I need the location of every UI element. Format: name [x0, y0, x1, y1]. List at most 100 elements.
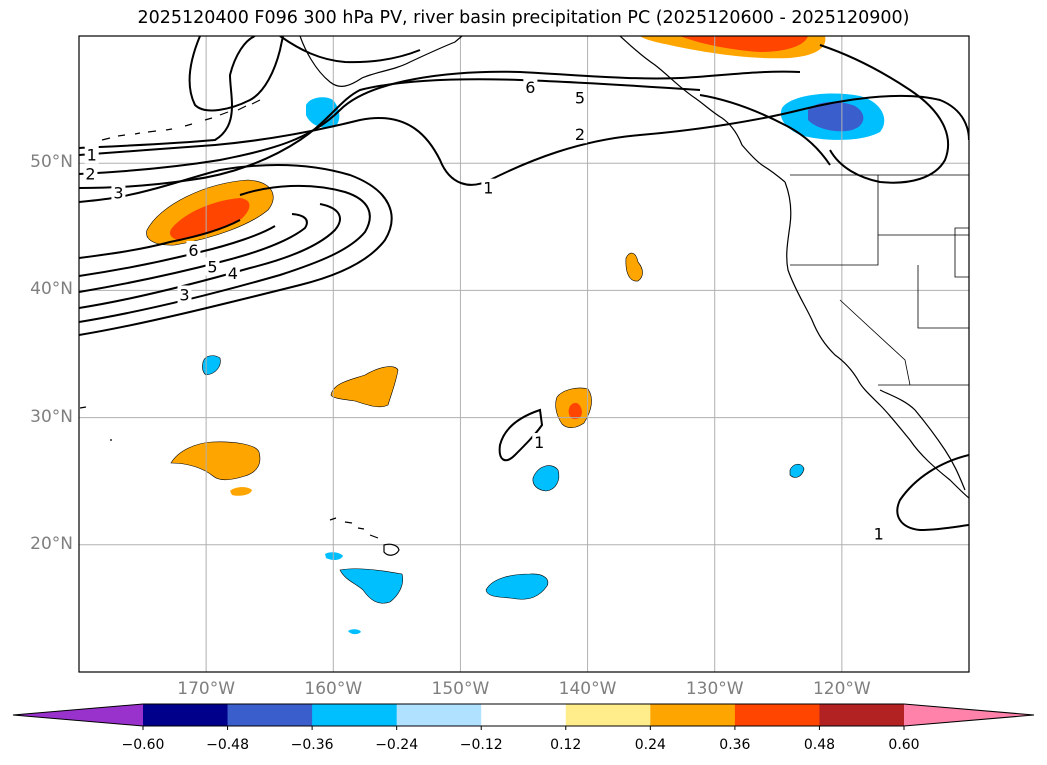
coastlines: [79, 36, 969, 556]
map-frame: [78, 35, 970, 673]
contour-label-background: [481, 178, 496, 197]
borders: [790, 174, 969, 386]
precip-strong-positive-area: [568, 402, 582, 420]
map-title: 2025120400 F096 300 hPa PV, river basin …: [137, 8, 910, 28]
pv-contour-upper-2: [188, 36, 284, 112]
pv-contour-upper-4: [819, 44, 950, 184]
colorbar-segment: [565, 704, 651, 726]
precip-negative-area: [486, 573, 548, 600]
precip-shading: [146, 36, 885, 635]
us-west-coastline: [784, 181, 969, 499]
contour-label-background: [572, 88, 587, 107]
longitude-label: 150°W: [431, 679, 490, 699]
pv-contour-6-b: [79, 219, 241, 259]
colorbar-segment: [312, 704, 398, 726]
colorbar-segment: [396, 704, 482, 726]
precip-strong-negative-area: [808, 101, 864, 132]
longitude-label: 120°W: [812, 679, 871, 699]
pv-contour-label: 1: [534, 433, 544, 452]
contour-label-background: [177, 285, 192, 304]
contour-label-background: [84, 145, 99, 164]
pv-contour-1-d: [896, 454, 969, 532]
colorbar-extend-low: [13, 704, 143, 726]
contour-label-background: [225, 263, 240, 282]
colorbar-tick-label: 0.48: [803, 737, 836, 753]
contour-label-background: [186, 240, 201, 259]
alaska-panhandle-coastline: [619, 36, 786, 183]
contour-label-background: [532, 433, 547, 452]
precip-negative-area: [348, 629, 361, 635]
pv-contour-label: 4: [228, 264, 238, 283]
contour-label-background: [523, 78, 538, 97]
contour-label-background: [572, 125, 587, 144]
precip-positive-area: [331, 366, 398, 407]
colorbar-tick-label: 0.12: [550, 737, 582, 753]
precip-strong-positive-area: [680, 36, 808, 52]
colorbar-extend-high: [904, 704, 1034, 726]
pv-contour-label: 2: [85, 165, 95, 184]
colorbar-tick-label: 0.24: [634, 737, 666, 753]
latitude-label: 50°N: [30, 152, 73, 173]
precip-outlines: [146, 179, 805, 604]
precip-negative-area: [325, 552, 343, 561]
contour-label-background: [871, 524, 886, 543]
precip-strong-positive-area: [170, 198, 250, 240]
pv-contour-4-b: [79, 213, 308, 293]
precip-negative-area: [532, 465, 559, 491]
colorbar-tick-label: −0.12: [459, 737, 503, 753]
pv-contour-label: 6: [188, 241, 198, 260]
colorbar-segment: [734, 704, 820, 726]
pv-contour-2: [79, 70, 801, 175]
aleutian-islands: [101, 99, 261, 141]
pv-contour-upper-3: [279, 36, 421, 64]
pv-contour-label: 5: [575, 88, 585, 107]
colorbar-tick-label: −0.36: [290, 737, 334, 753]
colorbar-tick-label: 0.36: [719, 737, 751, 753]
colorbar-segment: [227, 704, 313, 726]
colorbar-segment: [143, 704, 229, 726]
pv-contour-label: 1: [874, 525, 884, 544]
pv-contour-label: 2: [575, 125, 585, 144]
precip-negative-area: [306, 97, 340, 128]
colorbar-segment: [819, 704, 905, 726]
latitude-label: 20°N: [30, 533, 73, 554]
alaska-coastline: [299, 36, 463, 87]
colorbar-tick-label: −0.60: [121, 737, 165, 753]
pv-contour-3-b: [79, 203, 341, 309]
hawaii-islands: [329, 517, 400, 556]
pv-contour-label: 3: [113, 184, 123, 203]
gridlines: [79, 36, 969, 672]
us-state-borders: [790, 175, 969, 386]
pv-contour-label: 5: [207, 258, 217, 277]
colorbar-tick-label: 0.60: [888, 737, 920, 753]
pv-contour-1-b: [79, 164, 393, 336]
pv-contour-label: 3: [179, 285, 189, 304]
pv-contour-label: 6: [525, 78, 535, 97]
pv-contour-upper-5: [699, 94, 831, 166]
colorbar-tick-label: −0.24: [375, 737, 419, 753]
pv-contour-label: 1: [483, 179, 493, 198]
longitude-label: 130°W: [685, 679, 744, 699]
baja-coastline: [879, 389, 966, 491]
precip-negative-area: [790, 464, 804, 478]
precip-positive-area: [171, 441, 260, 480]
latitude-label: 30°N: [30, 406, 73, 427]
longitude-label: 170°W: [177, 679, 236, 699]
contour-label-background: [205, 257, 220, 276]
precip-negative-area: [202, 355, 221, 375]
longitude-label: 140°W: [558, 679, 617, 699]
map-background: [79, 36, 969, 672]
colorbar-segment: [650, 704, 736, 726]
pv-contour-label: 1: [87, 146, 97, 165]
colorbar: [12, 703, 1035, 730]
longitude-label: 160°W: [304, 679, 363, 699]
latitude-label: 40°N: [30, 279, 73, 300]
northwest-hawaiian-islands: [79, 406, 112, 441]
colorbar-segment: [481, 704, 567, 726]
precip-positive-area: [625, 253, 643, 282]
pv-contour-upper-1: [79, 36, 256, 149]
precip-positive-area: [230, 487, 252, 496]
